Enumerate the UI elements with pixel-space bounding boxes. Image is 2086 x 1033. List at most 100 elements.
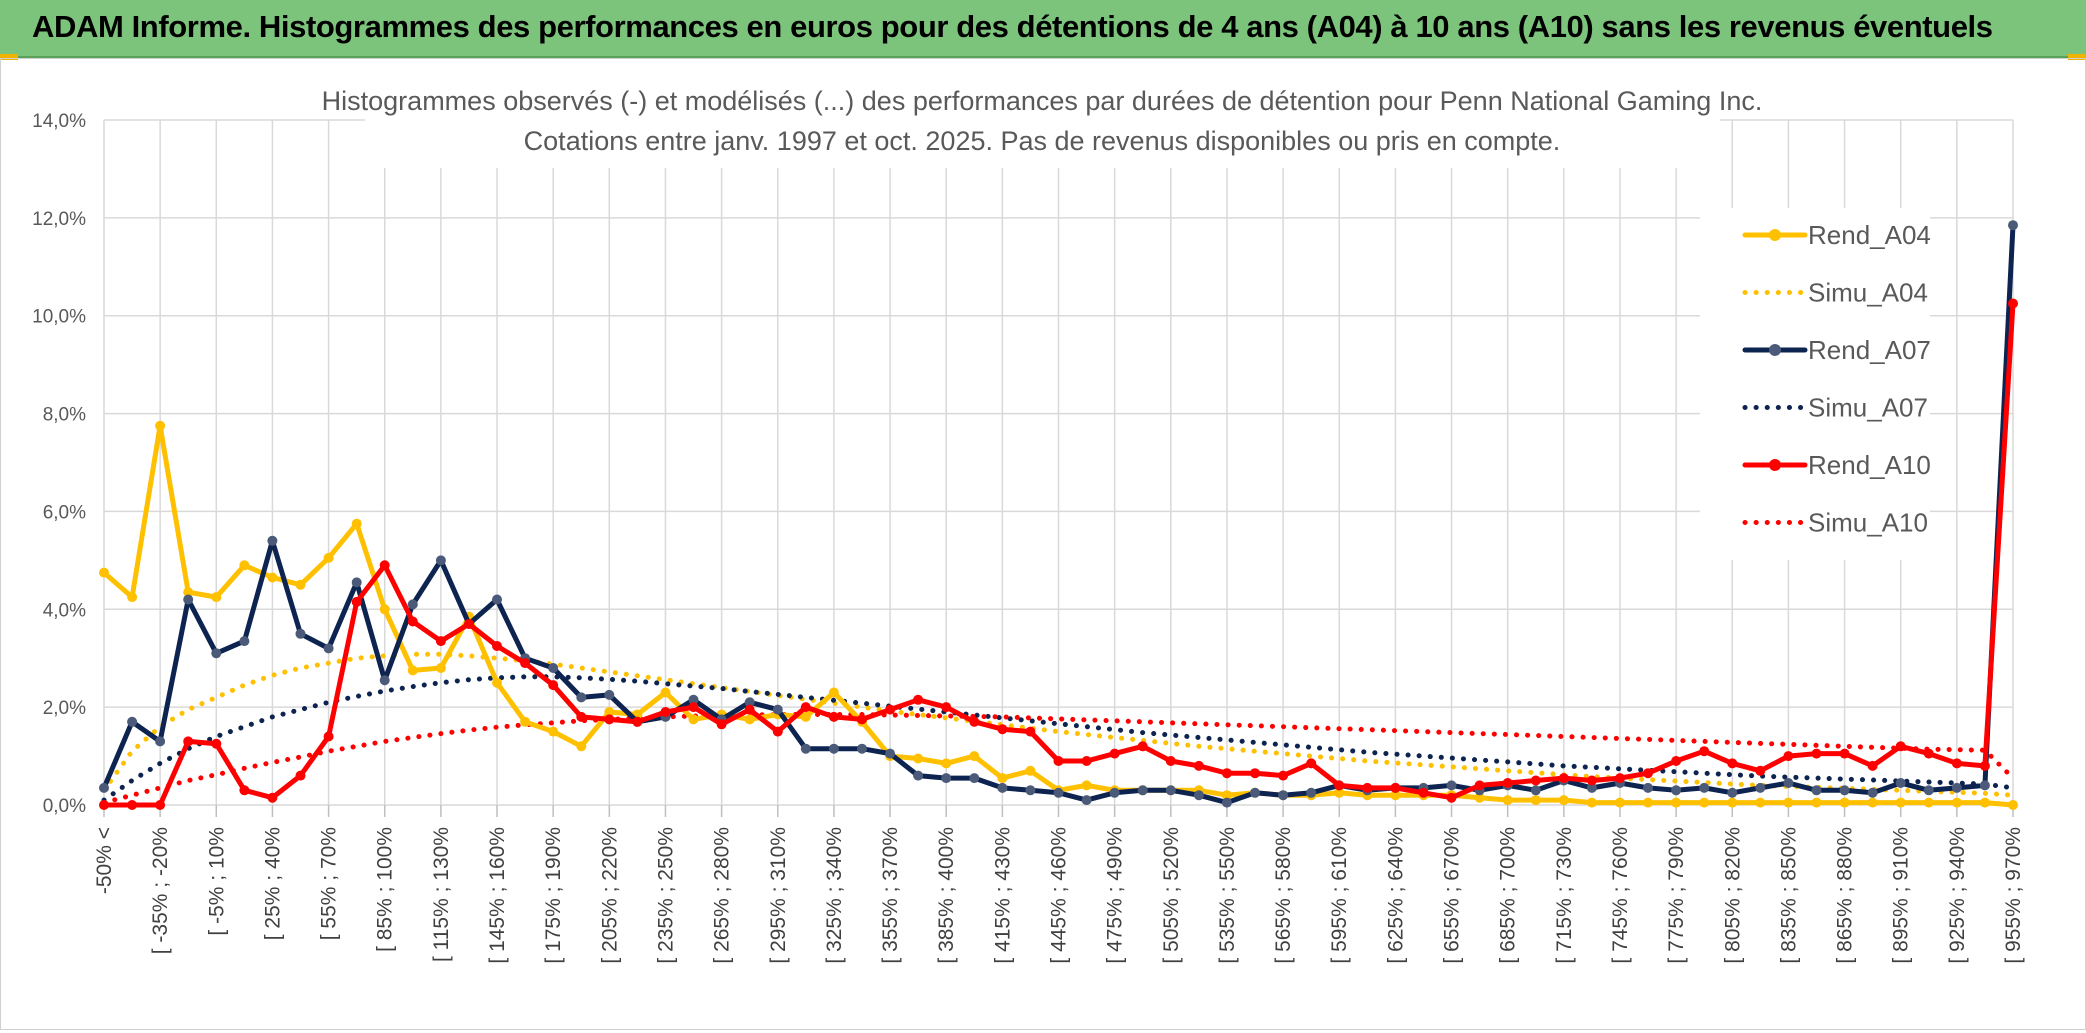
x-tick-label: [ 475% ; 490% xyxy=(1104,827,1127,964)
data-point-rend_a07 xyxy=(1025,785,1036,796)
x-tick-label: [ 535% ; 550% xyxy=(1216,827,1239,964)
data-point-rend_a04 xyxy=(1081,780,1092,791)
data-point-rend_a04 xyxy=(295,579,306,590)
y-tick-label: 2,0% xyxy=(43,698,86,719)
legend-marker-rend_a04 xyxy=(1769,229,1781,241)
x-tick-label: [ 295% ; 310% xyxy=(767,827,790,964)
corner-accent-left xyxy=(0,54,18,60)
data-point-rend_a07 xyxy=(1783,778,1794,788)
data-point-rend_a07 xyxy=(688,694,699,705)
data-point-rend_a10 xyxy=(1586,775,1597,786)
data-point-rend_a04 xyxy=(660,687,671,698)
x-tick-label: [ 715% ; 730% xyxy=(1553,827,1576,964)
data-point-rend_a10 xyxy=(744,704,755,715)
data-point-rend_a07 xyxy=(211,648,222,659)
data-point-rend_a10 xyxy=(941,702,952,713)
x-tick-label: [ 145% ; 160% xyxy=(486,827,509,964)
data-point-rend_a07 xyxy=(407,599,418,610)
x-tick-label: [ 925% ; 940% xyxy=(1946,827,1969,964)
y-axis-ticks: 0,0% 2,0% 4,0% 6,0% 8,0% 10,0% 12,0% 14,0% xyxy=(32,111,86,817)
data-point-rend_a07 xyxy=(2008,220,2018,231)
x-tick-label: [ 595% ; 610% xyxy=(1328,827,1351,964)
data-point-rend_a10 xyxy=(1221,768,1232,779)
data-point-rend_a10 xyxy=(239,785,250,796)
data-point-rend_a04 xyxy=(688,714,699,725)
data-point-rend_a10 xyxy=(1979,760,1990,771)
x-tick-label: [ 775% ; 790% xyxy=(1665,827,1688,964)
data-point-rend_a10 xyxy=(295,770,306,781)
data-point-rend_a04 xyxy=(1221,790,1232,801)
data-point-rend_a10 xyxy=(1615,773,1625,784)
data-point-rend_a10 xyxy=(716,719,727,730)
data-point-rend_a04 xyxy=(1025,765,1036,776)
data-point-rend_a10 xyxy=(99,800,109,810)
data-point-rend_a10 xyxy=(1025,726,1036,737)
x-tick-label: [ 565% ; 580% xyxy=(1272,827,1295,964)
data-point-rend_a07 xyxy=(969,773,980,784)
data-point-rend_a07 xyxy=(1221,797,1232,808)
data-point-rend_a10 xyxy=(351,596,362,607)
data-point-rend_a04 xyxy=(1671,797,1682,808)
data-point-rend_a07 xyxy=(1951,782,1962,793)
data-point-rend_a10 xyxy=(857,714,867,725)
data-point-rend_a07 xyxy=(155,736,166,747)
data-point-rend_a04 xyxy=(351,518,362,529)
data-point-rend_a10 xyxy=(127,800,138,810)
x-tick-label: [ 415% ; 430% xyxy=(991,827,1014,964)
data-point-rend_a07 xyxy=(1923,785,1934,796)
data-point-rend_a07 xyxy=(800,743,811,754)
x-tick-label: [ 655% ; 670% xyxy=(1441,827,1464,964)
header-bar: ADAM Informe. Histogrammes des performan… xyxy=(0,0,2086,58)
data-point-rend_a04 xyxy=(155,420,166,431)
data-point-rend_a04 xyxy=(828,687,839,698)
y-tick-label: 14,0% xyxy=(32,111,86,132)
x-tick-label: [ 265% ; 280% xyxy=(711,827,734,964)
data-point-rend_a10 xyxy=(1390,782,1401,793)
x-tick-label: [ 745% ; 760% xyxy=(1609,827,1632,964)
data-point-rend_a10 xyxy=(1278,770,1289,781)
data-point-rend_a04 xyxy=(211,592,222,603)
data-point-rend_a10 xyxy=(576,711,587,722)
data-point-rend_a07 xyxy=(941,773,952,784)
data-point-rend_a04 xyxy=(1923,797,1934,808)
data-point-rend_a07 xyxy=(1053,787,1064,798)
data-point-rend_a07 xyxy=(127,716,138,727)
data-point-rend_a10 xyxy=(1923,748,1934,759)
data-point-rend_a10 xyxy=(1334,780,1345,791)
data-point-rend_a07 xyxy=(239,636,250,647)
data-point-rend_a07 xyxy=(183,594,194,605)
series-line-simu_a04 xyxy=(101,651,2016,798)
data-point-rend_a04 xyxy=(1474,792,1485,803)
data-point-rend_a10 xyxy=(1165,756,1176,766)
data-point-rend_a10 xyxy=(800,702,811,713)
data-point-rend_a04 xyxy=(1811,797,1822,808)
data-point-rend_a07 xyxy=(1755,782,1766,793)
data-point-rend_a10 xyxy=(997,724,1008,735)
data-point-rend_a04 xyxy=(1867,797,1878,808)
x-tick-label: [ 115% ; 130% xyxy=(430,827,453,962)
data-point-rend_a04 xyxy=(323,552,334,563)
data-point-rend_a10 xyxy=(1643,768,1653,779)
x-tick-label: [ 445% ; 460% xyxy=(1048,827,1071,964)
data-point-rend_a07 xyxy=(1671,785,1682,796)
data-point-rend_a07 xyxy=(435,555,446,566)
data-point-rend_a10 xyxy=(1895,741,1906,752)
x-tick-label: [ 175% ; 190% xyxy=(542,827,565,964)
legend-label-rend_a07: Rend_A07 xyxy=(1808,335,1931,365)
data-point-rend_a10 xyxy=(660,707,671,717)
data-point-rend_a07 xyxy=(913,770,924,781)
data-point-rend_a07 xyxy=(885,748,896,759)
x-tick-label: [ 205% ; 220% xyxy=(598,827,621,964)
data-point-rend_a07 xyxy=(1278,790,1289,801)
data-point-rend_a04 xyxy=(239,560,250,571)
data-point-rend_a04 xyxy=(1615,797,1625,808)
data-point-rend_a04 xyxy=(997,773,1008,784)
corner-accent-right xyxy=(2068,54,2086,60)
data-point-rend_a10 xyxy=(1558,773,1569,784)
data-point-rend_a04 xyxy=(492,677,502,688)
data-point-rend_a10 xyxy=(1727,758,1738,769)
data-point-rend_a07 xyxy=(1446,780,1457,791)
data-point-rend_a10 xyxy=(1502,778,1513,788)
data-point-rend_a04 xyxy=(576,741,587,752)
data-point-rend_a07 xyxy=(1081,795,1092,806)
